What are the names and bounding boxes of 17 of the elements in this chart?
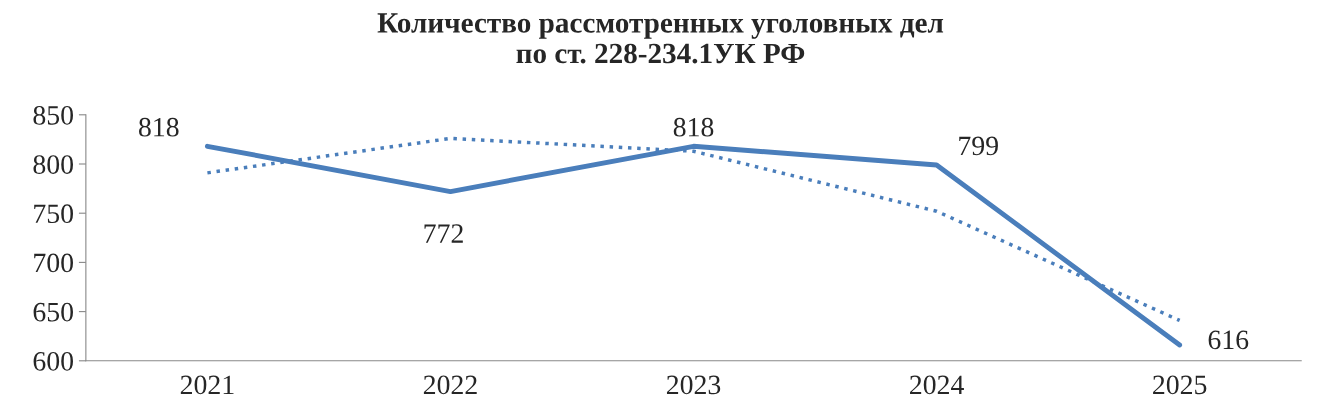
data-label: 818 (139, 117, 179, 137)
y-tick-label: 850 (33, 105, 73, 125)
data-label: 818 (673, 117, 714, 137)
y-tick-label: 700 (34, 253, 73, 273)
data-label: 616 (1208, 330, 1249, 350)
x-tick-label: 2023 (666, 375, 721, 395)
y-tick-label: 800 (33, 155, 73, 174)
y-tick-label: 750 (34, 204, 73, 224)
x-tick-label: 2021 (180, 375, 234, 395)
x-tick-label: 2024 (910, 375, 964, 395)
y-tick-label: 650 (33, 302, 73, 322)
data-label: 772 (424, 224, 463, 243)
data-label: 799 (959, 136, 998, 156)
x-tick-label: 2025 (1153, 375, 1207, 395)
x-tick-label: 2022 (423, 375, 477, 395)
y-tick-label: 600 (33, 351, 73, 371)
chart-title: Количество рассмотренных уголовных дел по ст. 228-234.1УК РФ (377, 13, 944, 64)
